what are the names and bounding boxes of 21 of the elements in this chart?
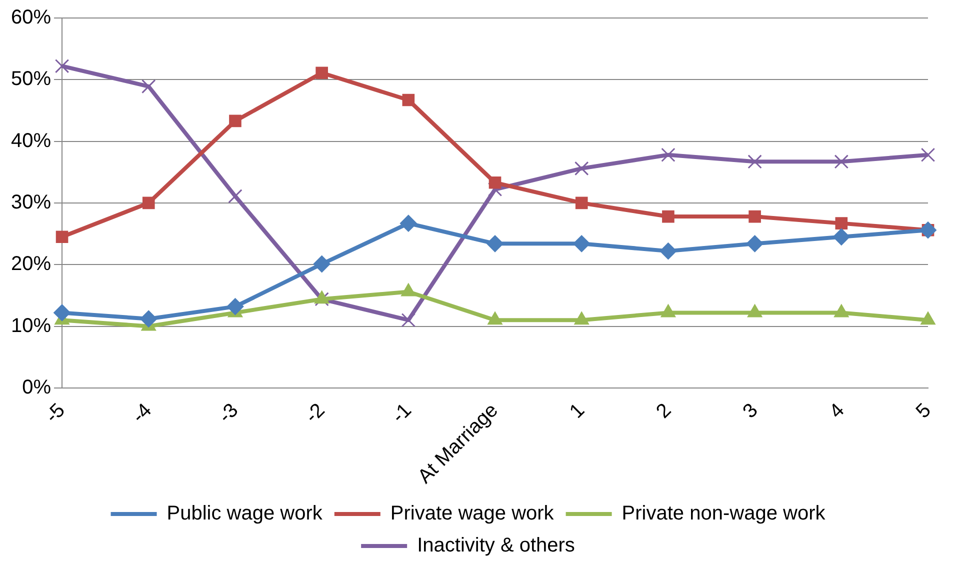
- legend-label: Private non-wage work: [622, 502, 826, 525]
- x-tick-label: 4: [825, 399, 849, 423]
- y-tick-label: 20%: [11, 253, 52, 276]
- x-tick-label: -1: [388, 399, 416, 428]
- y-tick-label: 10%: [11, 314, 52, 337]
- x-tick-label: -2: [301, 399, 330, 428]
- x-tick-label: 2: [652, 399, 676, 423]
- y-tick-label: 30%: [11, 191, 52, 214]
- x-tick-label: 3: [738, 399, 762, 423]
- x-tick-label: -3: [214, 399, 243, 428]
- legend-label: Public wage work: [166, 502, 324, 525]
- y-tick-label: 60%: [11, 6, 52, 29]
- x-tick-label: -5: [41, 399, 70, 428]
- legend-label: Private wage work: [390, 502, 555, 525]
- y-tick-label: 40%: [11, 130, 52, 152]
- y-tick-label: 50%: [11, 68, 52, 90]
- legend-label: Inactivity & others: [417, 534, 575, 557]
- y-tick-label: 0%: [22, 376, 52, 398]
- x-tick-label: -4: [128, 399, 156, 428]
- x-tick-label: 5: [912, 399, 936, 423]
- x-tick-label: 1: [566, 399, 590, 423]
